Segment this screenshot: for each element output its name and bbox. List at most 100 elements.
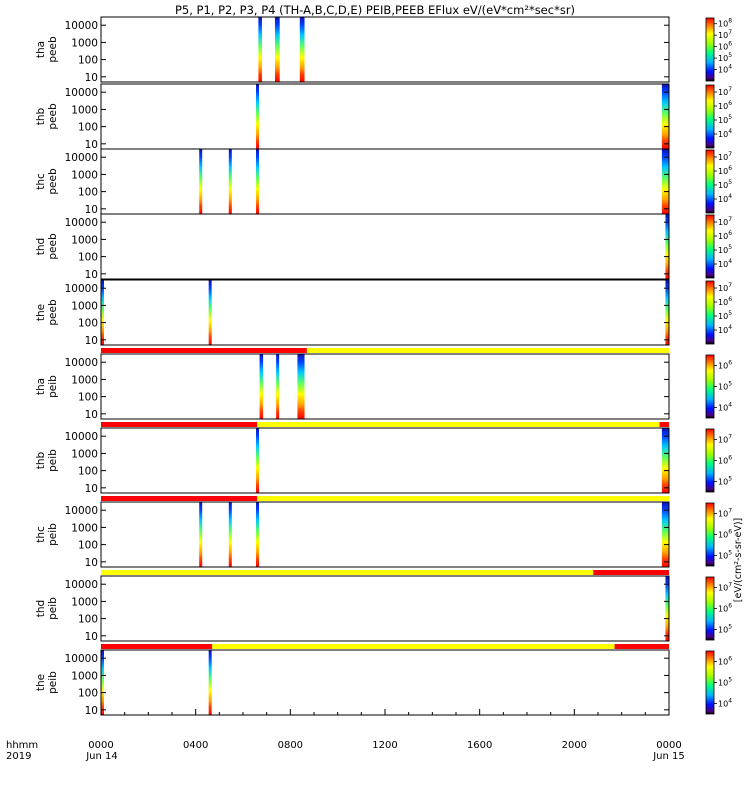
colorbar-tick-label: 107: [718, 86, 732, 97]
y-tick-label: 10: [85, 139, 98, 151]
panel-frame: [100, 501, 670, 568]
colorbar: [705, 214, 715, 279]
panel-frame: [100, 83, 670, 150]
x-corner-label-0: hhmm: [6, 740, 38, 751]
spectrogram-burst: [299, 17, 305, 82]
colorbar: [705, 428, 715, 493]
spectrogram-burst: [256, 502, 260, 567]
x-axis: 0000 0400 0800 1200 1600 2000 0000: [88, 709, 682, 751]
colorbar: [705, 149, 715, 214]
colorbar: [705, 84, 715, 149]
x-date-label-end: Jun 15: [652, 751, 685, 762]
y-tick-label: 10000: [65, 87, 98, 99]
colorbar-tick-label: 106: [718, 100, 732, 111]
colorbar: [705, 650, 715, 715]
spectrogram-burst: [259, 354, 264, 419]
panel-frame: [100, 279, 670, 346]
spectrogram-burst: [297, 354, 305, 419]
panel-6: 10000 1000 100 10 thb peib 105 106 107: [35, 422, 732, 495]
panel-2: 10000 1000 100 10 thc peeb 104 105 106 107: [35, 148, 732, 216]
y-tick-label: 10000: [65, 20, 98, 32]
colorbar-tick-label: 107: [718, 29, 732, 40]
colorbar-tick-label: 105: [718, 550, 732, 561]
colorbar-tick-label: 106: [718, 41, 732, 52]
panel-frame: [100, 649, 670, 716]
mode-bar-segment: [101, 570, 594, 575]
colorbar-units-label: [eV/(cm²-s-sr-eV)]: [733, 518, 744, 602]
mode-bar-segment: [101, 422, 258, 427]
spectrogram-burst: [661, 502, 669, 567]
colorbar-tick-label: 107: [718, 151, 732, 162]
panel-label-probe: tha: [35, 41, 47, 58]
x-corner-label-1: 2019: [6, 751, 31, 762]
mode-bar-segment: [257, 496, 669, 501]
mode-bar-segment: [306, 348, 669, 353]
panel-label-instrument: peib: [47, 375, 59, 398]
y-tick-label: 10: [85, 631, 98, 643]
y-tick-label: 10: [85, 705, 98, 717]
spectrogram-burst: [661, 84, 669, 149]
y-tick-label: 10000: [65, 653, 98, 665]
colorbar: [705, 280, 715, 345]
y-tick-label: 100: [78, 392, 98, 404]
panel-label-probe: thc: [35, 526, 47, 543]
spectrogram-burst: [101, 280, 104, 345]
panel-label-instrument: peeb: [47, 168, 59, 195]
x-tick-label: 0000: [656, 740, 681, 751]
y-tick-label: 100: [78, 55, 98, 67]
panel-label-probe: the: [35, 304, 47, 321]
colorbar-tick-label: 105: [718, 624, 732, 635]
colorbar: [705, 502, 715, 567]
colorbar-tick-label: 105: [718, 52, 732, 63]
spectrogram-burst: [208, 650, 212, 715]
mode-bar-segment: [257, 422, 660, 427]
spectrogram-burst: [665, 214, 669, 279]
colorbar-tick-label: 105: [718, 179, 732, 190]
panel-4: 10000 1000 100 10 the peeb 104 105 106 107: [35, 279, 732, 347]
colorbar-tick-label: 104: [718, 64, 732, 75]
spectrogram-burst: [228, 149, 232, 214]
colorbar-tick-label: 106: [718, 656, 732, 667]
x-tick-label: 0400: [183, 740, 208, 751]
colorbar: [705, 576, 715, 641]
colorbar-tick-label: 107: [718, 582, 732, 593]
y-tick-label: 100: [78, 122, 98, 134]
spectrogram-burst: [661, 428, 669, 493]
y-tick-label: 10000: [65, 283, 98, 295]
colorbar-tick-label: 106: [718, 455, 732, 466]
y-tick-label: 1000: [71, 104, 98, 116]
panel-label-probe: thc: [35, 173, 47, 190]
spectrogram-burst: [258, 17, 262, 82]
spectrogram-burst: [199, 149, 203, 214]
panel-frame: [100, 575, 670, 642]
y-tick-label: 100: [78, 466, 98, 478]
y-tick-label: 1000: [71, 169, 98, 181]
spectrogram-burst: [256, 428, 260, 493]
mode-bar-segment: [212, 644, 615, 649]
colorbar-tick-label: 106: [718, 603, 732, 614]
colorbar-tick-label: 104: [718, 402, 732, 413]
chart-title: P5, P1, P2, P3, P4 (TH-A,B,C,D,E) PEIB,P…: [175, 3, 575, 17]
panel-label-instrument: peeb: [47, 299, 59, 326]
y-tick-label: 1000: [71, 522, 98, 534]
colorbar: [705, 17, 715, 82]
panel-frame: [100, 148, 670, 215]
colorbar-tick-label: 106: [718, 360, 732, 371]
panel-label-instrument: peib: [47, 597, 59, 620]
y-tick-label: 10: [85, 335, 98, 347]
colorbar-tick-label: 107: [718, 434, 732, 445]
panel-1: 10000 1000 100 10 thb peeb 104 105 106 107: [35, 83, 732, 151]
colorbar-tick-label: 104: [718, 258, 732, 269]
spectrogram-burst: [228, 502, 232, 567]
colorbar-tick-label: 105: [718, 310, 732, 321]
panel-frame: [100, 353, 670, 420]
y-tick-label: 10000: [65, 505, 98, 517]
panel-8: 10000 1000 100 10 thd peib 105 106 107: [35, 570, 732, 643]
colorbar-tick-label: 105: [718, 381, 732, 392]
colorbar-tick-label: 108: [718, 18, 732, 29]
colorbar-tick-label: 104: [718, 698, 732, 709]
y-tick-label: 1000: [71, 448, 98, 460]
y-tick-label: 10: [85, 557, 98, 569]
